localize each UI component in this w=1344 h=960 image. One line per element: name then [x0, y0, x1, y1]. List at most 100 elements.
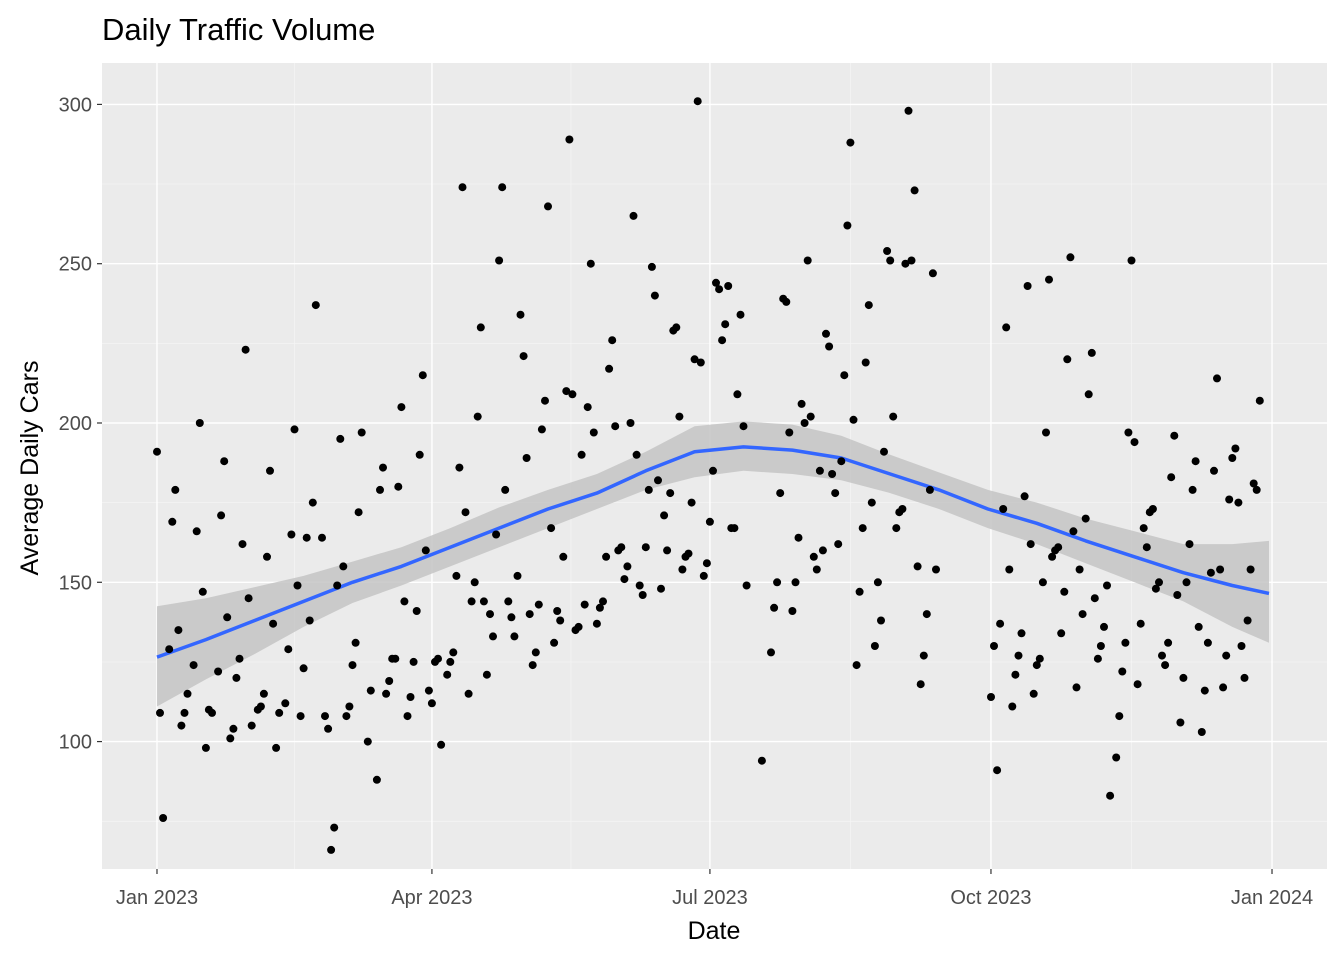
x-tick-label: Jan 2023: [116, 887, 198, 909]
data-point: [1139, 524, 1148, 533]
data-point: [831, 489, 840, 498]
data-point: [565, 135, 574, 144]
x-tick-label: Jan 2024: [1231, 887, 1313, 909]
data-point: [201, 743, 210, 752]
data-point: [1075, 565, 1084, 574]
data-point: [1112, 753, 1121, 762]
data-point: [290, 425, 299, 434]
data-point: [229, 724, 238, 733]
data-point: [705, 517, 714, 526]
data-point: [1136, 619, 1145, 628]
data-point: [547, 524, 556, 533]
data-point: [1060, 587, 1069, 596]
data-point: [919, 651, 928, 660]
y-axis-title: Average Daily Cars: [16, 361, 44, 576]
data-point: [180, 708, 189, 717]
data-point: [409, 657, 418, 666]
data-point: [709, 466, 717, 475]
data-point: [415, 450, 424, 459]
confidence-band-area: [157, 421, 1269, 707]
data-point: [1240, 673, 1249, 682]
data-point: [1216, 565, 1225, 574]
data-point: [873, 578, 882, 587]
data-point: [1017, 629, 1026, 638]
data-point: [165, 645, 174, 654]
data-point: [1038, 578, 1047, 587]
data-point: [235, 654, 244, 663]
data-point: [999, 505, 1008, 513]
data-point: [785, 428, 794, 437]
data-point: [470, 578, 479, 587]
data-point: [846, 138, 855, 147]
data-point: [574, 622, 583, 631]
data-point: [217, 511, 226, 520]
data-point: [531, 648, 540, 657]
data-point: [595, 603, 604, 612]
data-point: [1234, 498, 1243, 507]
data-point: [840, 371, 849, 380]
data-point: [1210, 466, 1218, 475]
data-point: [473, 412, 482, 421]
data-point: [987, 693, 995, 701]
data-point: [605, 364, 614, 373]
data-point: [550, 638, 559, 647]
data-point: [357, 428, 366, 437]
data-point: [452, 571, 461, 580]
data-point: [281, 699, 290, 708]
data-point: [321, 712, 329, 721]
data-point: [660, 511, 669, 520]
data-point: [348, 661, 357, 670]
data-point: [770, 603, 779, 612]
data-point: [1130, 438, 1139, 447]
data-point: [736, 310, 745, 319]
data-point: [806, 412, 815, 421]
data-point: [238, 540, 247, 549]
data-point: [730, 524, 739, 533]
x-axis: Jan 2023 Apr 2023 Jul 2023 Oct 2023 Jan 2024: [116, 869, 1313, 909]
data-point: [198, 587, 207, 596]
data-point: [1213, 374, 1221, 383]
data-point: [183, 689, 192, 698]
data-point: [690, 355, 699, 364]
data-point: [519, 352, 528, 361]
data-point: [1228, 454, 1237, 462]
data-point: [672, 323, 681, 332]
data-point: [822, 329, 830, 338]
data-point: [635, 581, 644, 590]
data-point: [788, 607, 797, 615]
data-point: [1106, 791, 1115, 800]
data-point: [864, 301, 873, 310]
data-point: [1054, 543, 1063, 552]
data-point: [189, 661, 198, 670]
data-point: [855, 587, 864, 596]
data-point: [476, 323, 485, 332]
data-point: [803, 256, 812, 265]
data-point: [687, 498, 696, 507]
data-point: [733, 390, 742, 399]
data-point: [904, 106, 913, 115]
data-point: [880, 447, 888, 456]
data-point: [782, 297, 791, 306]
data-point: [1182, 578, 1191, 587]
data-point: [259, 689, 268, 698]
data-point: [272, 743, 281, 752]
data-point: [797, 399, 806, 408]
data-point: [861, 358, 870, 367]
data-point: [421, 546, 430, 555]
data-point: [767, 648, 775, 657]
data-point: [171, 485, 180, 494]
data-point: [693, 97, 702, 106]
data-point: [1020, 492, 1029, 501]
data-point: [553, 607, 562, 615]
data-point: [507, 613, 516, 622]
data-point: [925, 485, 934, 494]
data-point: [406, 693, 415, 701]
data-point: [1057, 629, 1066, 638]
data-point: [394, 482, 403, 491]
data-point: [1179, 673, 1188, 682]
data-point: [385, 677, 394, 685]
data-point: [1014, 651, 1023, 660]
x-tick-label: Jul 2023: [672, 887, 748, 909]
data-point: [534, 600, 543, 609]
